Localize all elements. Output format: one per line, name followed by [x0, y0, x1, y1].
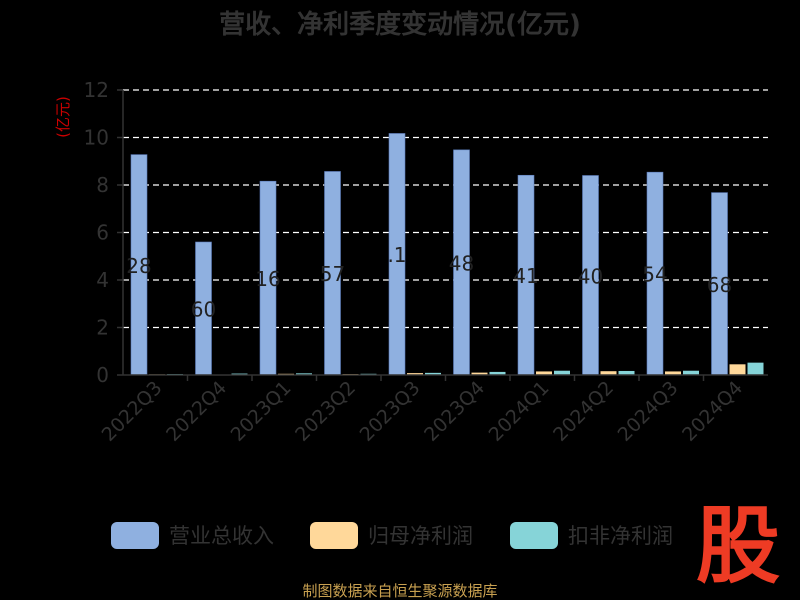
bar-2024Q1-s1 — [536, 371, 552, 375]
y-tick-label: 10 — [84, 126, 109, 150]
x-tick-label: 2023Q4 — [420, 377, 489, 446]
legend-swatch-2 — [510, 522, 558, 549]
value-label: 60 — [191, 298, 216, 322]
bar-2023Q1-s2 — [296, 373, 312, 375]
y-tick-label: 0 — [96, 363, 109, 387]
bars — [130, 133, 764, 376]
y-tick-label: 4 — [96, 268, 109, 292]
bar-2023Q4-s2 — [489, 371, 506, 375]
legend-label-1: 归母净利润 — [368, 524, 473, 548]
y-tick-label: 2 — [96, 316, 109, 340]
legend-label-2: 扣非净利润 — [568, 524, 673, 548]
legend: 营业总收入 归母净利润 扣非净利润 — [111, 522, 673, 549]
x-tick-label: 2024Q1 — [485, 377, 554, 446]
x-tick-label: 2022Q4 — [162, 377, 231, 446]
x-tick-label: 2024Q4 — [678, 377, 747, 446]
value-label: 28 — [126, 254, 151, 278]
gridlines — [123, 89, 768, 329]
legend-swatch-0 — [111, 522, 159, 549]
x-tick-label: 2022Q3 — [98, 377, 167, 446]
x-axis-ticks: 2022Q32022Q42023Q12023Q22023Q32023Q42024… — [98, 375, 747, 446]
bar-2023Q3-s2 — [425, 372, 441, 375]
x-tick-label: 2024Q3 — [614, 377, 683, 446]
y-tick-label: 8 — [96, 173, 109, 197]
bar-2024Q2-s1 — [600, 371, 617, 375]
bar-2023Q4-s1 — [471, 372, 488, 375]
x-tick-label: 2023Q1 — [227, 377, 296, 446]
y-tick-label: 12 — [84, 78, 109, 102]
bar-2024Q4-s1 — [729, 364, 746, 375]
bar-2024Q2-s2 — [618, 370, 635, 375]
value-label: 40 — [578, 264, 603, 288]
bar-2024Q1-s2 — [554, 370, 570, 375]
y-axis-ticks: 0 2 4 6 8 10 12 — [84, 78, 123, 387]
legend-swatch-1 — [310, 522, 358, 549]
value-label: 41 — [513, 264, 538, 288]
source-note: 制图数据来自恒生聚源数据库 — [302, 582, 497, 600]
chart-title: 营收、净利季度变动情况(亿元) — [219, 9, 581, 40]
x-tick-label: 2023Q2 — [291, 377, 360, 446]
value-label: 48 — [449, 251, 474, 275]
value-label: 16 — [255, 267, 280, 291]
bar-2024Q4-s2 — [747, 362, 764, 375]
bar-2023Q3-s1 — [407, 373, 423, 375]
value-labels: 28 60 16 57 .1 48 41 40 54 68 — [126, 243, 732, 321]
y-tick-label: 6 — [96, 221, 109, 245]
logo-glyph: 股 — [696, 497, 780, 595]
value-label: 57 — [320, 262, 345, 286]
x-tick-label: 2023Q3 — [356, 377, 425, 446]
value-label: 54 — [642, 263, 667, 287]
legend-label-0: 营业总收入 — [169, 524, 274, 548]
value-label: 68 — [707, 273, 732, 297]
y-axis-label: (亿元) — [54, 96, 72, 138]
x-tick-label: 2024Q2 — [549, 377, 618, 446]
value-label: .1 — [387, 243, 406, 267]
bar-2024Q3-s1 — [665, 371, 681, 375]
bar-2024Q3-s2 — [683, 370, 699, 375]
